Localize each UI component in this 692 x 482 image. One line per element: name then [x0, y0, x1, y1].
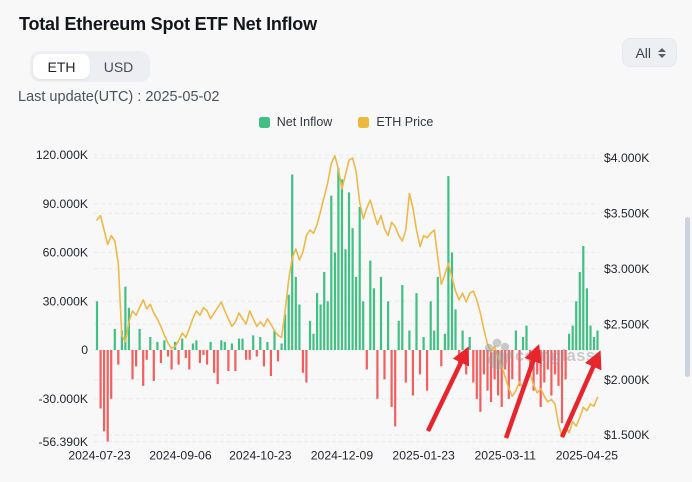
page-title: Total Ethereum Spot ETF Net Inflow — [19, 14, 317, 34]
svg-text:$3.500K: $3.500K — [604, 207, 649, 221]
svg-text:$1.500K: $1.500K — [604, 428, 649, 442]
svg-text:2025-04-25: 2025-04-25 — [556, 449, 619, 463]
svg-text:2025-03-11: 2025-03-11 — [475, 449, 537, 463]
svg-text:$4.000K: $4.000K — [604, 151, 649, 165]
eth-price-swatch — [358, 116, 370, 128]
svg-text:$3.000K: $3.000K — [604, 262, 649, 276]
svg-text:120.000K: 120.000K — [36, 148, 88, 162]
range-select[interactable]: All — [622, 38, 677, 67]
range-select-value: All — [635, 44, 651, 61]
chart-legend: Net Inflow ETH Price — [0, 115, 692, 129]
svg-text:$2.000K: $2.000K — [604, 373, 649, 387]
legend-net-inflow-label: Net Inflow — [276, 115, 333, 129]
svg-text:2025-01-23: 2025-01-23 — [392, 449, 455, 463]
svg-text:coinglass: coinglass — [515, 347, 596, 365]
legend-eth-price-label: ETH Price — [376, 115, 434, 129]
last-update-text: Last update(UTC) : 2025-05-02 — [18, 89, 220, 105]
svg-text:-56.390K: -56.390K — [39, 435, 88, 449]
svg-text:2024-10-23: 2024-10-23 — [229, 449, 292, 463]
svg-text:$2.500K: $2.500K — [604, 317, 649, 331]
legend-item-eth-price[interactable]: ETH Price — [358, 115, 433, 129]
unit-toggle: ETH USD — [30, 51, 150, 82]
svg-text:30.000K: 30.000K — [43, 294, 88, 308]
toggle-eth[interactable]: ETH — [33, 54, 90, 79]
svg-text:2024-07-23: 2024-07-23 — [68, 449, 131, 463]
legend-item-net-inflow[interactable]: Net Inflow — [258, 115, 333, 129]
svg-text:-30.000K: -30.000K — [39, 392, 88, 406]
net-inflow-swatch — [258, 116, 270, 128]
svg-text:2024-09-06: 2024-09-06 — [149, 449, 212, 463]
svg-text:60.000K: 60.000K — [43, 246, 88, 260]
etf-flow-chart[interactable]: coinglass 120.000K 90.000K 60.000K 30.000K 0 -… — [0, 140, 692, 470]
toggle-usd[interactable]: USD — [90, 54, 147, 79]
svg-text:0: 0 — [81, 343, 88, 357]
svg-text:90.000K: 90.000K — [43, 197, 88, 211]
chevron-up-down-icon — [658, 47, 666, 58]
svg-text:2024-12-09: 2024-12-09 — [311, 449, 374, 463]
page-scrollbar-thumb[interactable] — [685, 217, 690, 377]
